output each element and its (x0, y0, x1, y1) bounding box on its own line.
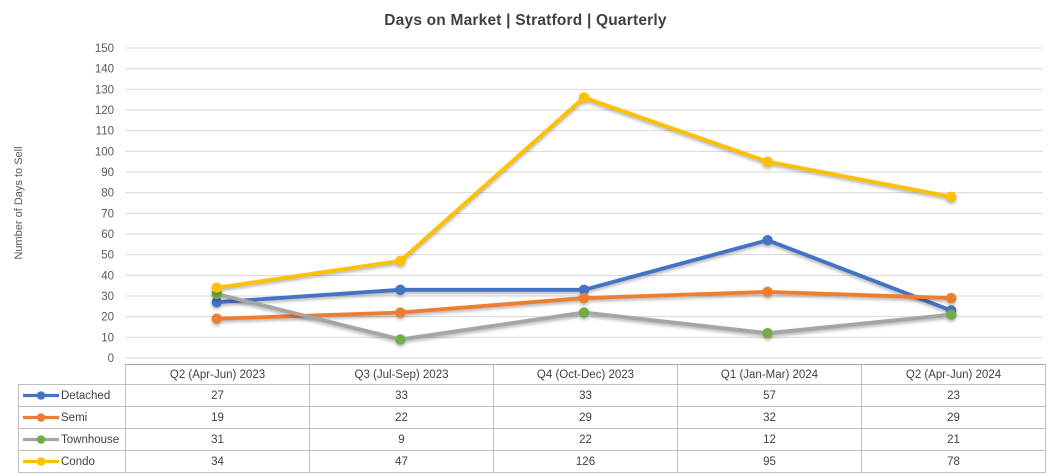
value-cell: 22 (309, 406, 494, 429)
series-detached (211, 235, 957, 316)
legend-key-icon (23, 413, 59, 422)
value-cell: 9 (309, 428, 494, 451)
value-cell: 47 (309, 450, 494, 473)
data-point-detached (395, 284, 406, 295)
data-point-semi (395, 307, 406, 318)
value-cell: 33 (309, 384, 494, 407)
y-tick-label: 10 (101, 332, 114, 344)
y-tick-label: 110 (96, 126, 114, 138)
value-cell: 34 (125, 450, 310, 473)
data-point-semi (578, 292, 590, 304)
y-tick-label: 0 (108, 353, 114, 365)
series-name-label: Condo (61, 455, 95, 468)
data-point-townhouse (762, 328, 773, 339)
data-point-townhouse (946, 309, 957, 320)
y-tick-label: 80 (101, 188, 114, 200)
value-cell: 12 (677, 428, 862, 451)
legend-cell: Detached (18, 384, 126, 407)
y-tick-label: 140 (95, 64, 114, 76)
table-row-townhouse: Townhouse 31 9 22 12 21 (18, 428, 1046, 451)
value-cell: 32 (677, 406, 862, 429)
data-point-detached (762, 235, 773, 246)
legend-cell: Semi (18, 406, 126, 429)
chart-title: Days on Market | Stratford | Quarterly (384, 12, 667, 29)
data-point-semi (762, 286, 773, 298)
data-point-semi (946, 292, 957, 304)
y-tick-label: 20 (101, 312, 114, 324)
legend-key-icon (23, 457, 59, 466)
y-tick-label: 60 (101, 229, 114, 241)
value-cell: 29 (861, 406, 1046, 429)
y-tick-label: 50 (101, 250, 114, 262)
value-cell: 19 (125, 406, 310, 429)
category-header-cell: Q2 (Apr-Jun) 2023 (125, 364, 310, 385)
series-name-label: Detached (61, 389, 111, 402)
legend-key-icon (23, 391, 59, 400)
category-header-cell: Q3 (Jul-Sep) 2023 (309, 364, 494, 385)
y-tick-label: 70 (101, 208, 114, 220)
table-row-detached: Detached 27 33 33 57 23 (18, 384, 1046, 407)
corner-cell (19, 365, 126, 385)
value-cell: 21 (861, 428, 1046, 451)
legend-key-icon (23, 435, 59, 444)
legend-cell: Condo (18, 450, 126, 473)
y-axis-title: Number of Days to Sell (13, 146, 25, 259)
data-point-townhouse (395, 334, 406, 345)
value-cell: 33 (493, 384, 678, 407)
data-point-condo (578, 92, 590, 103)
y-tick-label: 130 (95, 84, 114, 96)
value-cell: 95 (677, 450, 862, 473)
category-header-cell: Q2 (Apr-Jun) 2024 (861, 364, 1046, 385)
value-cell: 23 (861, 384, 1046, 407)
value-cell: 31 (125, 428, 310, 451)
y-tick-label: 120 (95, 105, 114, 117)
category-header-cell: Q1 (Jan-Mar) 2024 (677, 364, 862, 385)
data-table: Q2 (Apr-Jun) 2023 Q3 (Jul-Sep) 2023 Q4 (Oc… (18, 364, 1046, 473)
category-header-cell: Q4 (Oct-Dec) 2023 (493, 364, 678, 385)
data-point-semi (211, 313, 222, 324)
table-row-semi: Semi 19 22 29 32 29 (18, 406, 1046, 429)
data-point-condo (946, 191, 957, 202)
series-semi (211, 286, 957, 324)
value-cell: 27 (125, 384, 310, 407)
value-cell: 126 (493, 450, 678, 473)
data-point-condo (395, 255, 406, 267)
data-point-detached (211, 297, 222, 308)
data-point-condo (211, 282, 222, 293)
series-name-label: Semi (61, 411, 88, 424)
data-point-condo (762, 156, 773, 167)
value-cell: 22 (493, 428, 678, 451)
series-name-label: Townhouse (61, 433, 120, 446)
data-point-townhouse (578, 307, 590, 318)
table-row-condo: Condo 34 47 126 95 78 (18, 450, 1046, 473)
y-tick-label: 40 (101, 270, 114, 282)
value-cell: 29 (493, 406, 678, 429)
table-header-row: Q2 (Apr-Jun) 2023 Q3 (Jul-Sep) 2023 Q4 (Oc… (19, 364, 1046, 385)
legend-cell: Townhouse (18, 428, 126, 451)
value-cell: 57 (677, 384, 862, 407)
y-tick-label: 30 (101, 291, 114, 303)
y-tick-label: 90 (101, 167, 114, 179)
data-point-detached (578, 284, 590, 295)
value-cell: 78 (861, 450, 1046, 473)
series-condo (211, 92, 957, 293)
y-tick-label: 100 (95, 146, 114, 158)
y-tick-label: 150 (95, 43, 114, 55)
